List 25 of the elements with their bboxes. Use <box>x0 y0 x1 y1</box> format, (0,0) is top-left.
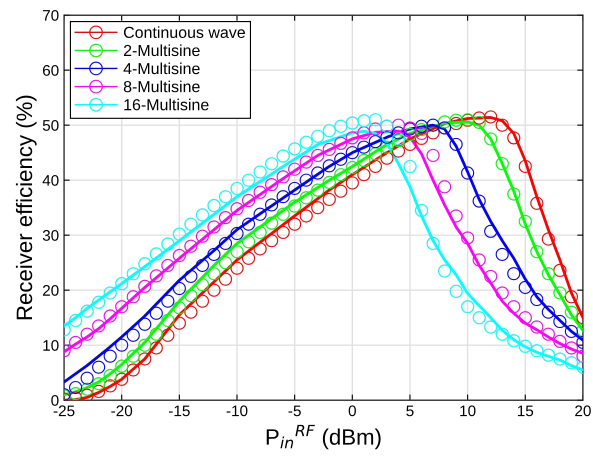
y-tick-label: 20 <box>42 285 59 296</box>
x-tick-label: 5 <box>406 406 414 416</box>
x-tick-label: 20 <box>575 405 591 416</box>
x-tick-label: 10 <box>460 405 476 416</box>
x-axis-title: P$_{in}$$^{RF}$ (dBm) <box>266 424 381 450</box>
y-tick-label: 10 <box>43 340 59 351</box>
legend-label: Continuous wave <box>124 26 245 38</box>
legend-label: 4-Multisine <box>124 62 200 74</box>
y-tick-label: 40 <box>42 175 59 186</box>
x-tick-label: -25 <box>54 405 74 416</box>
y-tick-label: 60 <box>42 65 59 76</box>
legend-label: 2-Multisine <box>124 44 200 56</box>
x-tick-label: -10 <box>226 405 248 416</box>
y-tick-label: 30 <box>42 230 59 241</box>
x-tick-label: -20 <box>111 405 132 416</box>
x-tick-label: -5 <box>288 406 301 416</box>
y-tick-label: 70 <box>42 10 59 21</box>
legend-label: 16-Multisine <box>124 98 209 110</box>
legend-label: 8-Multisine <box>124 80 200 92</box>
y-tick-label: 0 <box>51 395 59 406</box>
y-tick-label: 50 <box>42 120 59 131</box>
x-tick-label: 15 <box>518 406 534 416</box>
y-axis-title: Receiver efficiency (%) <box>16 96 37 320</box>
x-tick-label: 0 <box>348 405 356 416</box>
x-tick-label: -15 <box>168 406 190 416</box>
